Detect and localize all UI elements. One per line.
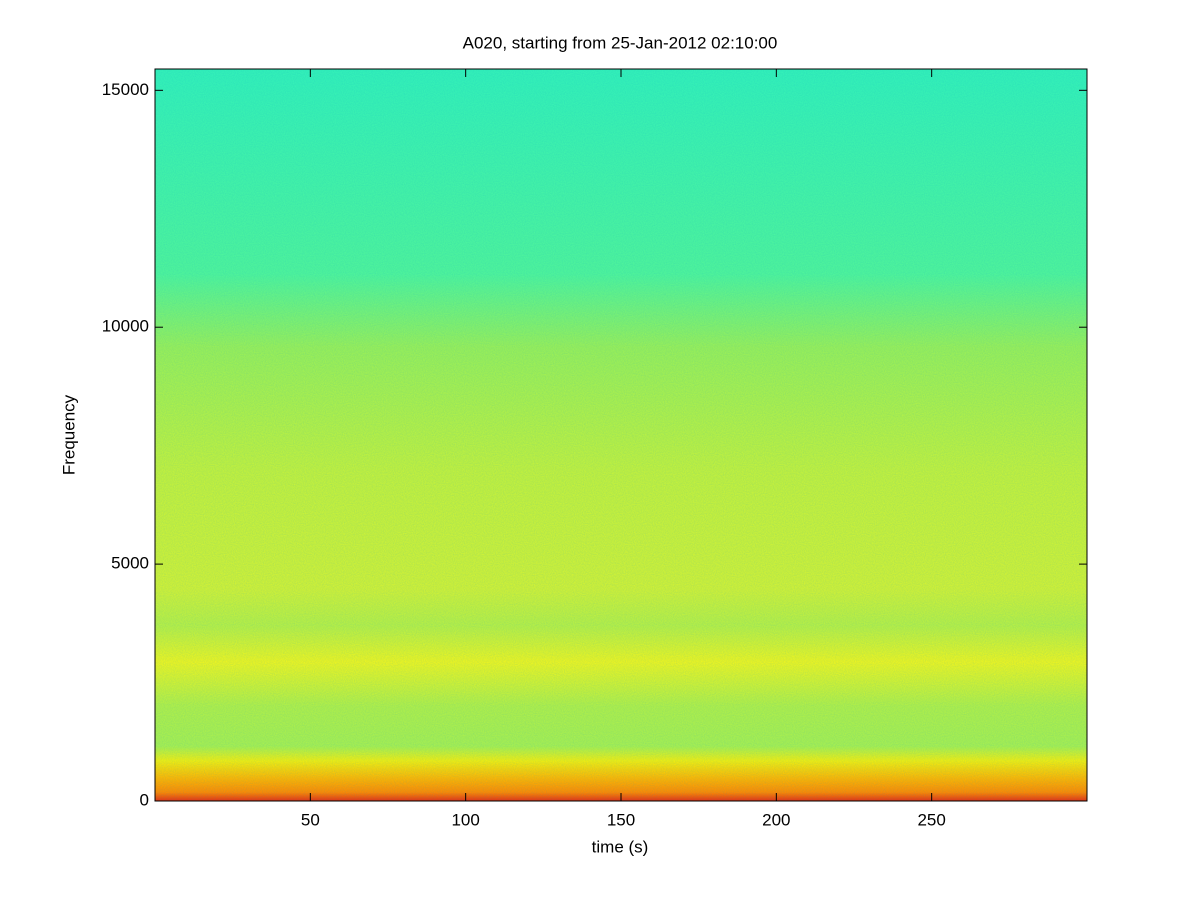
y-axis-label: Frequency xyxy=(59,394,78,475)
x-tick-label: 100 xyxy=(451,810,479,829)
y-tick-label: 10000 xyxy=(102,317,149,336)
x-axis-label: time (s) xyxy=(592,837,649,856)
x-tick-label: 250 xyxy=(917,810,945,829)
x-tick-label: 50 xyxy=(301,810,320,829)
y-tick-label: 5000 xyxy=(111,554,149,573)
spectrogram-texture xyxy=(155,69,1087,801)
x-tick-label: 200 xyxy=(762,810,790,829)
chart-title: A020, starting from 25-Jan-2012 02:10:00 xyxy=(463,33,778,52)
y-tick-label: 0 xyxy=(140,790,149,809)
y-tick-label: 15000 xyxy=(102,80,149,99)
x-tick-label: 150 xyxy=(607,810,635,829)
plot-area xyxy=(154,68,1088,802)
